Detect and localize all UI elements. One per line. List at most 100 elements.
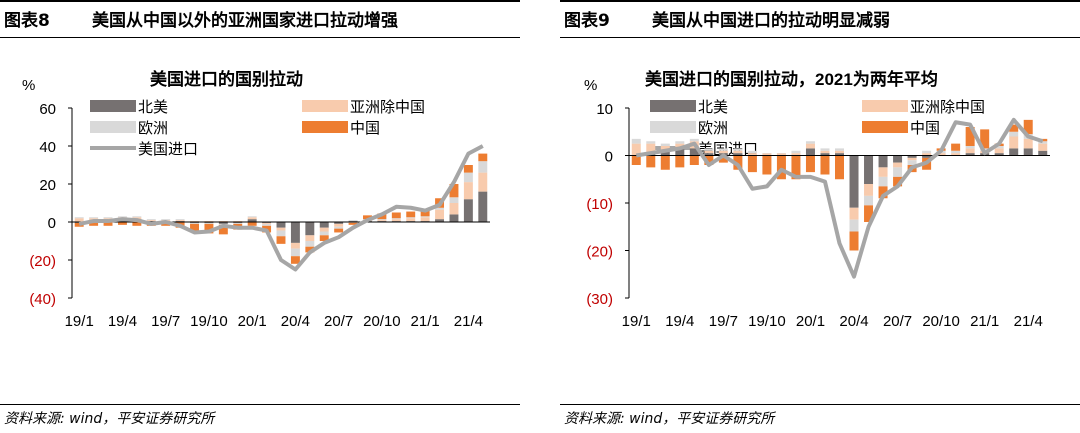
bar-asia_ex_china — [965, 148, 975, 154]
bar-europe — [747, 150, 757, 154]
bar-north_america — [435, 219, 445, 222]
bar-china — [805, 155, 815, 173]
bar-europe — [420, 216, 430, 218]
bar-europe — [117, 216, 127, 218]
y-tick-label: 0 — [48, 215, 56, 232]
bar-europe — [262, 223, 272, 226]
bar-europe — [1038, 141, 1048, 144]
line-us-imports — [635, 117, 1044, 279]
bar-asia_ex_china — [305, 235, 315, 241]
bar-europe — [864, 195, 874, 206]
bar-europe — [718, 148, 728, 151]
legend-label-europe: 欧洲 — [138, 120, 168, 137]
bar-europe — [276, 230, 286, 237]
bar-china — [834, 155, 845, 180]
y-tick-label: 10 — [596, 101, 613, 118]
bar-asia_ex_china — [747, 153, 757, 156]
bar-europe — [776, 153, 786, 154]
x-tick-label: 21/4 — [1014, 313, 1043, 330]
bar-europe — [132, 216, 142, 218]
figure-title: 美国从中国进口的拉动明显减弱 — [652, 11, 890, 31]
bar-north_america — [907, 155, 917, 158]
bar-north_america — [878, 155, 888, 168]
bar-asia_ex_china — [733, 150, 743, 154]
bar-europe — [478, 161, 488, 173]
x-tick-label: 20/1 — [238, 313, 267, 330]
x-tick-label: 20/7 — [883, 313, 912, 330]
bar-europe — [922, 150, 932, 154]
bar-europe — [820, 148, 830, 151]
bar-china — [675, 155, 685, 168]
legend-label-asia_ex_china: 亚洲除中国 — [350, 99, 425, 116]
bar-asia_ex_china — [262, 222, 272, 224]
x-tick-label: 19/7 — [151, 313, 180, 330]
bar-asia_ex_china — [936, 153, 946, 156]
figure-title: 美国从中国以外的亚洲国家进口拉动增强 — [92, 11, 398, 31]
bar-north_america — [218, 222, 228, 224]
bar-asia_ex_china — [704, 150, 714, 154]
bar-north_america — [319, 222, 329, 228]
footer-rule — [0, 404, 520, 405]
header-rule — [560, 37, 1080, 38]
x-tick-label: 19/4 — [665, 313, 694, 330]
bar-north_america — [805, 148, 815, 156]
legend-swatch-north_america — [90, 100, 136, 112]
bar-europe — [247, 216, 257, 218]
right-figure-panel: 图表9 美国从中国进口的拉动明显减弱 美国进口的国别拉动，2021为两年平均% 北… — [560, 0, 1080, 433]
legend-label-north_america: 北美 — [698, 99, 728, 116]
bar-north_america — [660, 150, 670, 156]
x-tick-label: 21/4 — [454, 313, 483, 330]
bar-europe — [834, 148, 845, 151]
bar-china — [406, 211, 416, 218]
bar-north_america — [305, 222, 315, 236]
x-tick-label: 21/1 — [970, 313, 999, 330]
y-axis-unit: % — [22, 77, 35, 94]
bar-europe — [74, 217, 84, 219]
bar-china — [190, 223, 199, 232]
bar-asia_ex_china — [776, 153, 786, 156]
bar-north_america — [704, 153, 714, 156]
x-tick-label: 19/1 — [622, 313, 651, 330]
bar-china — [660, 155, 670, 170]
bar-asia_ex_china — [660, 146, 670, 151]
bar-europe — [391, 218, 401, 220]
bar-europe — [733, 148, 743, 151]
bar-asia_ex_china — [1038, 143, 1048, 151]
bar-europe — [951, 150, 961, 154]
legend-label-north_america: 北美 — [138, 99, 168, 116]
bar-china — [305, 246, 315, 253]
legend-label-china: 中国 — [910, 120, 940, 137]
bar-asia_ex_china — [449, 203, 459, 215]
bar-asia_ex_china — [762, 153, 772, 156]
x-tick-label: 19/4 — [108, 313, 137, 330]
bar-china — [689, 155, 699, 165]
y-tick-label: 20 — [39, 177, 56, 194]
bar-china — [820, 155, 830, 175]
bar-europe — [994, 146, 1004, 149]
bar-asia_ex_china — [290, 242, 300, 249]
bar-europe — [146, 219, 156, 221]
x-tick-label: 20/4 — [281, 313, 310, 330]
legend-swatch-north_america — [650, 100, 696, 112]
bar-asia_ex_china — [893, 162, 903, 168]
legend-swatch-europe — [90, 121, 136, 133]
x-tick-label: 20/10 — [363, 313, 401, 330]
bar-asia_ex_china — [791, 153, 801, 156]
bar-europe — [805, 141, 815, 144]
legend-swatch-europe — [650, 121, 696, 133]
bar-europe — [435, 207, 445, 210]
line-us-imports — [78, 144, 484, 272]
bar-europe — [204, 222, 214, 224]
bar-europe — [660, 143, 670, 146]
y-tick-label: (40) — [29, 291, 56, 308]
bar-north_america — [463, 199, 473, 222]
y-tick-label: 60 — [39, 101, 56, 118]
bar-asia_ex_china — [951, 153, 961, 156]
bar-china — [718, 155, 728, 163]
bar-asia_ex_china — [420, 217, 430, 222]
bar-asia_ex_china — [175, 220, 185, 222]
bar-china — [218, 224, 228, 235]
bar-europe — [290, 248, 300, 257]
